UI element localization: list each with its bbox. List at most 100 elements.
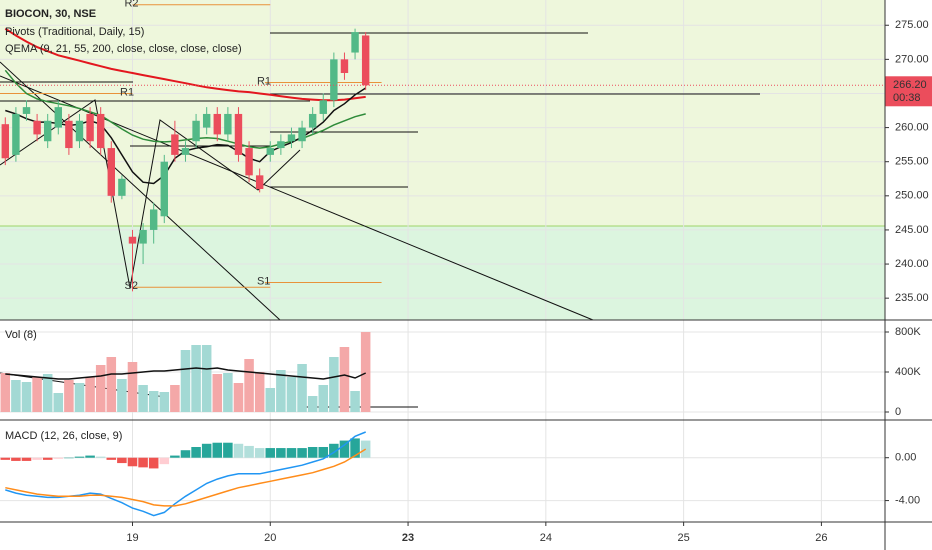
candle-body xyxy=(340,59,349,74)
macd-hist xyxy=(201,443,212,458)
macd-hist xyxy=(159,457,170,465)
candle-body xyxy=(266,148,274,155)
volume-bar xyxy=(21,382,32,412)
candle-body xyxy=(160,161,168,217)
macd-hist xyxy=(254,448,265,458)
macd-hist xyxy=(53,457,64,459)
volume-bar xyxy=(223,373,233,412)
chart-title: BIOCON, 30, NSE xyxy=(5,8,96,20)
macd-hist xyxy=(297,448,307,458)
volume-bar xyxy=(329,357,339,412)
candle-body xyxy=(65,120,73,149)
volume-bar xyxy=(350,391,360,412)
candle-body xyxy=(181,148,190,155)
volume-bar xyxy=(32,377,42,412)
candle-body xyxy=(319,100,327,114)
candle-body xyxy=(118,178,126,196)
candle-body xyxy=(213,113,221,135)
volume-bar xyxy=(74,383,85,412)
pivot-label: R1 xyxy=(120,86,134,98)
macd-hist xyxy=(318,447,329,458)
macd-hist xyxy=(64,457,74,459)
zone-lower xyxy=(0,226,885,320)
macd-hist xyxy=(95,456,106,458)
macd-hist xyxy=(276,448,286,458)
volume-bar xyxy=(265,388,276,412)
volume-bar xyxy=(254,372,265,412)
macd-hist xyxy=(233,443,244,458)
y-tick-label: 245.00 xyxy=(895,224,929,236)
macd-hist xyxy=(244,445,254,458)
macd-hist xyxy=(106,457,117,460)
x-tick-label: 24 xyxy=(540,532,552,544)
macd-hist xyxy=(21,457,32,461)
volume-bar xyxy=(191,345,201,412)
pivot-label: S1 xyxy=(257,275,270,287)
candle-body xyxy=(1,124,10,159)
candle-body xyxy=(351,32,359,53)
volume-bar xyxy=(127,362,138,412)
candle-body xyxy=(86,113,94,142)
volume-bar xyxy=(212,374,223,412)
candle-body xyxy=(128,236,137,244)
volume-bar xyxy=(85,377,95,412)
volume-title: Vol (8) xyxy=(5,329,37,341)
volume-bar xyxy=(64,380,74,412)
candle-body xyxy=(33,120,41,135)
macd-hist xyxy=(339,440,350,458)
x-tick-label: 20 xyxy=(264,532,276,544)
macd-hist xyxy=(42,457,53,460)
volume-bar xyxy=(53,393,64,412)
volume-bar xyxy=(339,347,350,412)
pivot-label: S2 xyxy=(124,280,137,292)
y-tick-label: 0.00 xyxy=(895,452,916,464)
indicator-line xyxy=(5,448,367,507)
trend-line xyxy=(0,61,281,321)
macd-hist xyxy=(138,457,148,468)
candle-body xyxy=(43,120,52,142)
candle-body xyxy=(192,120,200,142)
candle-body xyxy=(149,209,158,230)
x-tick-label: 26 xyxy=(815,532,827,544)
macd-hist xyxy=(85,455,95,458)
x-tick-label: 23 xyxy=(402,532,414,544)
volume-bar xyxy=(307,396,318,412)
volume-bar xyxy=(180,350,191,412)
pivot-label: R2 xyxy=(124,0,138,10)
y-tick-label: 800K xyxy=(895,326,921,338)
macd-hist xyxy=(223,442,233,458)
macd-hist xyxy=(286,448,297,458)
x-tick-label: 19 xyxy=(126,532,138,544)
last-price-label: 266.20 xyxy=(893,79,927,91)
candle-body xyxy=(96,113,105,149)
indicator-line xyxy=(4,27,366,102)
y-tick-label: 235.00 xyxy=(895,292,929,304)
macd-hist xyxy=(117,457,127,464)
volume-bar xyxy=(286,377,297,412)
y-tick-label: 250.00 xyxy=(895,190,929,202)
volume-bar xyxy=(117,379,127,412)
candle-body xyxy=(308,113,317,128)
legend-pivots: Pivots (Traditional, Daily, 15) xyxy=(5,26,144,38)
candle-body xyxy=(75,120,84,142)
legend-qema: QEMA (9, 21, 55, 200, close, close, clos… xyxy=(5,43,242,55)
volume-bar xyxy=(159,392,170,412)
pivot-label: R1 xyxy=(257,75,271,87)
candle-body xyxy=(277,141,285,149)
indicator-line xyxy=(5,367,367,380)
candle-body xyxy=(330,59,338,101)
macd-hist xyxy=(170,455,180,458)
volume-bar xyxy=(106,357,117,412)
candle-body xyxy=(361,35,370,86)
candle-body xyxy=(202,113,211,128)
volume-bar xyxy=(233,383,244,412)
macd-hist xyxy=(329,443,339,458)
candle-body xyxy=(12,113,20,155)
volume-bar xyxy=(170,385,180,412)
last-price-box xyxy=(885,76,932,107)
y-tick-label: 0 xyxy=(895,406,901,418)
volume-bar xyxy=(148,391,159,412)
y-tick-label: 400K xyxy=(895,366,921,378)
zigzag xyxy=(0,99,301,289)
macd-hist xyxy=(32,457,42,460)
